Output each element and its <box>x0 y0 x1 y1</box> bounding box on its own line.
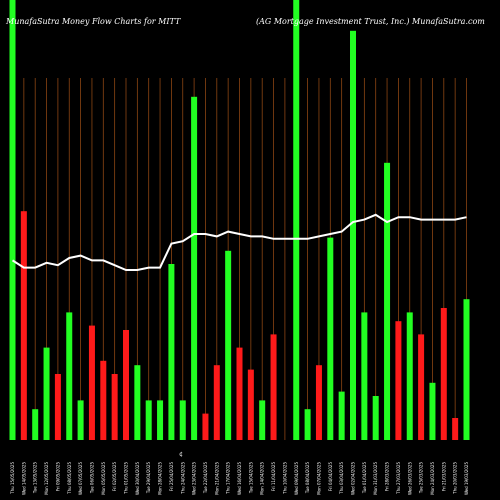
x-tick-label: Tue 13/05/2025 <box>33 462 38 495</box>
money-flow-bar <box>77 400 84 440</box>
money-flow-bar <box>20 211 27 440</box>
money-flow-bar <box>361 312 368 440</box>
money-flow-bar <box>43 347 50 440</box>
x-tick-label: Mon 31/03/2025 <box>373 462 378 495</box>
x-tick-label: Wed 19/03/2025 <box>464 462 469 496</box>
money-flow-bar <box>440 308 447 440</box>
money-flow-bar <box>66 312 73 440</box>
chart-title-right: (AG Mortgage Investment Trust, Inc.) Mun… <box>256 17 485 26</box>
money-flow-bar <box>338 391 345 440</box>
x-tick-label: Thu 17/04/2025 <box>226 462 231 495</box>
x-tick-label: Thu 24/04/2025 <box>180 462 185 495</box>
x-tick-label: Mon 12/05/2025 <box>44 462 49 495</box>
money-flow-bar <box>100 360 107 440</box>
money-flow-bar <box>54 374 61 440</box>
money-flow-bar <box>270 334 277 440</box>
money-flow-bar <box>418 334 425 440</box>
money-flow-bar <box>123 330 129 440</box>
money-flow-line <box>11 213 467 271</box>
x-tick-label: Tue 25/03/2025 <box>419 462 424 495</box>
money-flow-bar <box>157 400 164 440</box>
money-flow-bar <box>111 374 118 440</box>
money-flow-bar <box>168 264 175 440</box>
x-tick-label: Mon 05/05/2025 <box>101 462 106 495</box>
x-tick-label: Mon 14/04/2025 <box>260 462 265 495</box>
money-flow-bar <box>9 0 16 440</box>
x-tick-label: Tue 06/05/2025 <box>89 462 94 495</box>
x-tick-label: Mon 28/04/2025 <box>158 462 163 495</box>
x-tick-label: Fri 28/03/2025 <box>385 462 390 492</box>
x-tick-label: Mon 21/04/2025 <box>214 462 219 495</box>
money-flow-bar <box>247 369 254 440</box>
money-flow-bar <box>372 396 379 440</box>
x-tick-label: Thu 20/03/2025 <box>453 462 458 495</box>
money-flow-bar <box>406 312 413 440</box>
x-tick-label: Wed 30/04/2025 <box>135 462 140 496</box>
x-tick-label: Thu 10/04/2025 <box>282 462 287 495</box>
x-tick-label: Fri 04/04/2025 <box>328 462 333 492</box>
money-flow-bar <box>384 162 391 441</box>
money-flow-bar <box>429 382 436 440</box>
x-tick-label: Tue 01/04/2025 <box>362 462 367 495</box>
x-tick-label: Wed 09/04/2025 <box>294 462 299 496</box>
x-tick-label: Wed 26/03/2025 <box>407 462 412 496</box>
axis-marker-label: ¢ <box>179 451 183 458</box>
bars <box>9 0 470 441</box>
x-tick-label: Thu 15/05/2025 <box>10 462 15 495</box>
money-flow-bar <box>304 409 311 440</box>
x-tick-label: Thu 27/03/2025 <box>396 462 401 495</box>
money-flow-bar <box>213 365 220 440</box>
x-tick-label: Fri 11/04/2025 <box>271 462 276 492</box>
x-tick-label: Wed 14/05/2025 <box>21 462 26 496</box>
money-flow-bar <box>236 347 243 440</box>
money-flow-bar <box>202 413 209 440</box>
x-tick-label: Tue 08/04/2025 <box>305 462 310 495</box>
x-tick-label: Thu 03/04/2025 <box>339 462 344 495</box>
money-flow-bar <box>315 365 322 440</box>
money-flow-bar <box>327 237 334 440</box>
x-tick-labels: Thu 15/05/2025 Wed 14/05/2025 Tue 13/05/20… <box>10 462 469 496</box>
money-flow-bar <box>145 400 152 440</box>
x-tick-label: Fri 02/05/2025 <box>112 462 117 492</box>
x-tick-label: Wed 23/04/2025 <box>192 462 197 496</box>
money-flow-bar <box>134 365 141 440</box>
x-tick-label: Fri 09/05/2025 <box>55 462 60 492</box>
x-tick-label: Wed 02/04/2025 <box>351 462 356 496</box>
x-tick-label: Fri 21/03/2025 <box>441 462 446 492</box>
x-tick-label: Tue 22/04/2025 <box>203 462 208 495</box>
money-flow-bar <box>293 0 300 440</box>
money-flow-bar <box>191 96 198 441</box>
x-tick-label: Tue 29/04/2025 <box>146 462 151 495</box>
x-tick-label: Thu 08/05/2025 <box>67 462 72 495</box>
x-tick-label: Thu 01/05/2025 <box>124 462 129 495</box>
money-flow-bar <box>395 321 402 440</box>
x-tick-label: Tue 15/04/2025 <box>248 462 253 495</box>
money-flow-bar <box>259 400 266 440</box>
money-flow-bar <box>179 400 186 440</box>
x-tick-label: Wed 07/05/2025 <box>78 462 83 496</box>
money-flow-bar <box>463 299 470 440</box>
x-tick-label: Wed 16/04/2025 <box>237 462 242 496</box>
x-tick-label: Fri 25/04/2025 <box>169 462 174 492</box>
chart-title-left: MunafaSutra Money Flow Charts for MITT <box>5 17 181 26</box>
money-flow-bar <box>88 325 95 440</box>
money-flow-bar <box>225 250 232 440</box>
x-tick-label: Mon 24/03/2025 <box>430 462 435 495</box>
money-flow-bar <box>452 418 459 440</box>
money-flow-bar <box>32 409 39 440</box>
x-tick-label: Mon 07/04/2025 <box>316 462 321 495</box>
money-flow-bar <box>350 30 356 441</box>
